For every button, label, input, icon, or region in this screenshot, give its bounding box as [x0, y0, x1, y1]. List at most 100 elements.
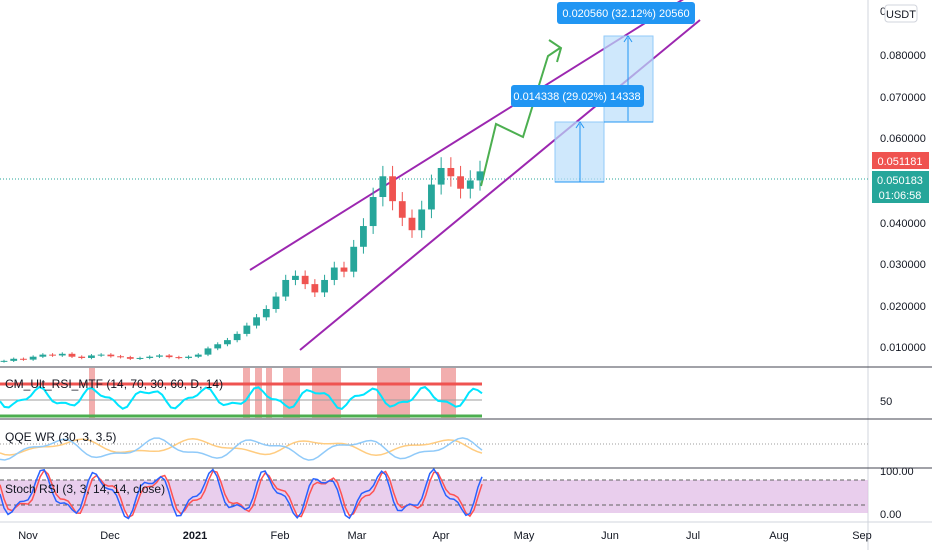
qqe-title: QQE WR (30, 3, 3.5) — [5, 430, 116, 444]
time-label: Nov — [18, 530, 38, 542]
rsi-line — [0, 385, 483, 411]
price-axis[interactable]: 0 USDT 0.080000 0.070000 0.060000 0.0400… — [872, 4, 929, 354]
candle-body — [437, 167, 445, 185]
time-label: Jul — [686, 530, 700, 542]
candles — [0, 157, 484, 363]
candle-body — [466, 180, 474, 189]
stoch-k-line — [0, 467, 483, 520]
measure-label-upper: 0.020560 (32.12%) 20560 — [557, 2, 695, 24]
time-label: Jun — [601, 530, 619, 542]
rsi-title: CM_Ult_RSI_MTF (14, 70, 30, 60, D, 14) — [5, 377, 223, 391]
time-axis[interactable]: Nov Dec 2021 Feb Mar Apr May Jun Jul Aug… — [18, 530, 872, 542]
candle-body — [29, 356, 37, 360]
candle-body — [0, 360, 8, 362]
price-tick: 0.040000 — [880, 218, 926, 230]
candle-body — [350, 246, 358, 272]
time-label: May — [514, 530, 535, 542]
candle-body — [262, 309, 270, 318]
time-label: Aug — [769, 530, 789, 542]
time-label: Mar — [348, 530, 367, 542]
candle-body — [447, 167, 455, 177]
candle-body — [408, 217, 416, 231]
rsi-overbought-band — [266, 368, 272, 418]
price-tick: 0.060000 — [880, 133, 926, 145]
candle-body — [369, 197, 377, 227]
candle-body — [253, 317, 260, 326]
rsi-overbought-band — [283, 368, 300, 418]
price-tick: 0.020000 — [880, 301, 926, 313]
candle-body — [272, 296, 280, 310]
projection-arrow[interactable] — [480, 47, 561, 187]
candle-body — [360, 226, 367, 247]
candle-body — [340, 267, 348, 272]
candle-body — [156, 355, 163, 357]
candle-body — [126, 357, 134, 359]
candle-body — [214, 344, 222, 349]
time-label: Dec — [100, 530, 120, 542]
candle-body — [476, 171, 484, 181]
candle-body — [146, 356, 154, 358]
candle-body — [389, 176, 396, 202]
stoch-panel: Stoch RSI (3, 3, 14, 14, close) 100.00 0… — [0, 466, 914, 521]
candle-body — [49, 354, 56, 356]
rsi-axis-label: 50 — [880, 396, 892, 408]
candle-body — [39, 354, 47, 357]
candle-body — [233, 333, 241, 341]
candle-body — [243, 325, 251, 334]
candle-body — [107, 354, 115, 357]
candle-body — [88, 355, 95, 358]
rsi-overbought-band — [441, 368, 456, 418]
svg-text:0.020560 (32.12%) 20560: 0.020560 (32.12%) 20560 — [562, 8, 689, 20]
candle-body — [379, 176, 387, 198]
rsi-overbought-band — [243, 368, 250, 418]
stoch-title: Stoch RSI (3, 3, 14, 14, close) — [5, 482, 165, 496]
candle-body — [78, 356, 86, 358]
candle-body — [224, 340, 231, 345]
candle-body — [20, 358, 27, 360]
price-tick: 0.070000 — [880, 92, 926, 104]
rsi-overbought-band — [255, 368, 262, 418]
currency-badge[interactable]: USDT — [886, 9, 916, 21]
candle-body — [175, 357, 183, 359]
candle-body — [301, 275, 309, 285]
qqe-panel: QQE WR (30, 3, 3.5) — [0, 430, 868, 461]
time-label: Apr — [432, 530, 449, 542]
candle-body — [282, 279, 290, 297]
candle-body — [418, 209, 426, 231]
price-tick: 0.030000 — [880, 259, 926, 271]
candle-body — [311, 284, 319, 293]
svg-text:0.014338 (29.02%) 14338: 0.014338 (29.02%) 14338 — [513, 91, 640, 103]
candle-body — [398, 201, 406, 218]
qqe-line-blue — [0, 437, 483, 461]
stoch-axis-bottom: 0.00 — [880, 509, 901, 521]
price-tick-top: 0 — [880, 6, 886, 18]
stoch-axis-top: 100.00 — [880, 466, 914, 478]
rsi-overbought-band — [377, 368, 410, 418]
candle-body — [165, 355, 173, 358]
rsi-overbought-band — [89, 368, 95, 418]
bar-countdown: 01:06:58 — [879, 190, 922, 202]
candle-body — [97, 354, 105, 356]
candle-body — [185, 356, 192, 358]
rsi-panel: CM_Ult_RSI_MTF (14, 70, 30, 60, D, 14) 5… — [0, 368, 892, 418]
price-tick: 0.010000 — [880, 342, 926, 354]
candle-body — [117, 356, 124, 358]
candle-body — [330, 267, 338, 280]
candle-body — [204, 348, 212, 355]
candle-body — [68, 353, 76, 357]
candle-body — [136, 357, 144, 359]
last-price-red-label: 0.051181 — [877, 156, 922, 168]
stoch-d-line — [0, 469, 483, 519]
time-label: Sep — [852, 530, 872, 542]
time-label: Feb — [271, 530, 290, 542]
time-label: 2021 — [183, 530, 207, 542]
candle-body — [194, 354, 202, 357]
candle-body — [292, 275, 299, 280]
price-tick: 0.080000 — [880, 50, 926, 62]
candle-body — [10, 358, 18, 361]
last-price-green-label: 0.050183 — [877, 175, 923, 187]
candle-body — [321, 279, 328, 293]
candle-body — [428, 184, 435, 210]
measure-label-lower: 0.014338 (29.02%) 14338 — [511, 85, 644, 107]
